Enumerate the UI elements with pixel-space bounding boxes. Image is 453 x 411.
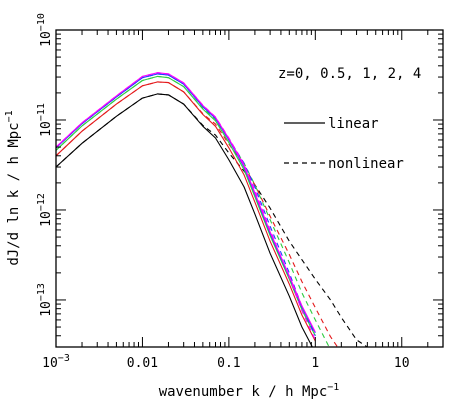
series-line-z0-linear: [56, 93, 313, 347]
series-line-z1-linear: [56, 75, 316, 337]
series-line-z0.5-linear: [56, 81, 316, 342]
redshift-annotation: z=0, 0.5, 1, 2, 4: [278, 66, 421, 82]
tick-labels-group: 10−3 0.01 0.1 1 10 10−10 10−11 10−12 10−13: [36, 13, 410, 371]
x-axis-label: wavenumber k / h Mpc−1: [159, 382, 340, 400]
y-tick-label: 10−11: [36, 103, 54, 137]
y-tick-label: 10−12: [36, 193, 54, 227]
series-line-z4-linear: [56, 72, 316, 333]
ticks-group: [55, 29, 444, 348]
y-tick-label: 10−13: [36, 283, 54, 317]
legend-label-linear: linear: [328, 116, 379, 132]
plot-frame: [55, 29, 444, 348]
legend-label-nonlinear: nonlinear: [328, 156, 404, 172]
legend: linear nonlinear: [284, 116, 404, 172]
y-axis-label: dJ/d ln k / h Mpc−1: [4, 110, 22, 265]
curves-group: [56, 72, 369, 347]
series-line-z1-nonlinear: [56, 75, 330, 347]
series-line-z0-nonlinear: [56, 93, 369, 347]
x-tick-label: 10: [394, 356, 410, 371]
x-tick-label: 1: [311, 356, 319, 371]
y-tick-label: 10−10: [36, 13, 54, 47]
x-tick-label: 10−3: [42, 353, 70, 371]
x-tick-label: 0.01: [127, 356, 158, 371]
x-tick-label: 0.1: [217, 356, 240, 371]
